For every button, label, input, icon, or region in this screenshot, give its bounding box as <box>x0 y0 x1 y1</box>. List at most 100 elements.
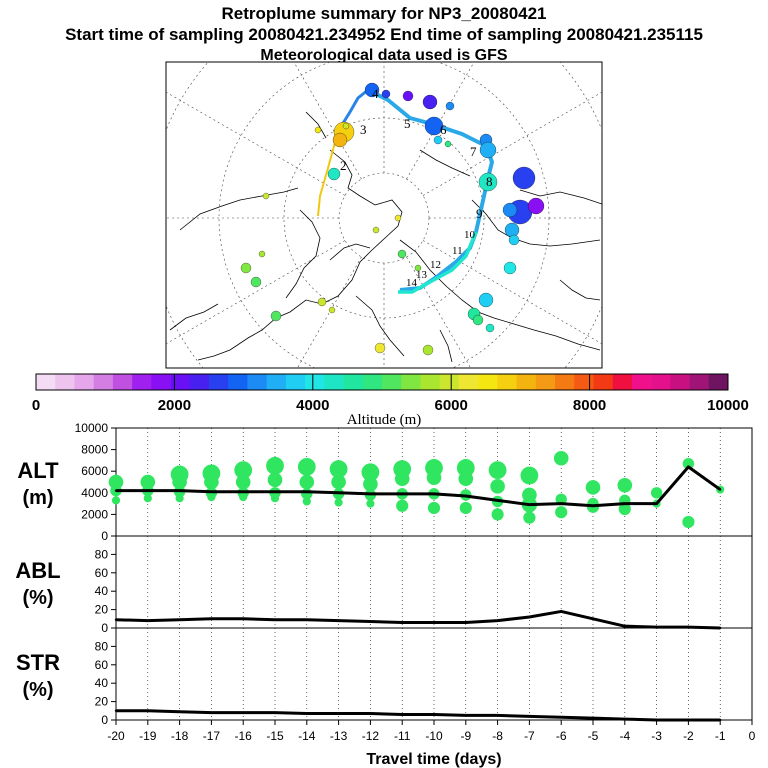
colorbar-swatch <box>228 374 248 390</box>
trajectory-label-10: 10 <box>464 229 476 241</box>
series-point-str <box>114 709 118 712</box>
plume-point <box>361 463 380 482</box>
xtick--15: -15 <box>266 729 284 743</box>
trajectory-label-7: 7 <box>470 144 477 159</box>
ytick-abl-20: 20 <box>95 603 109 617</box>
series-point-str <box>178 710 181 713</box>
ylabel-str: STR <box>16 650 60 675</box>
colorbar-swatch <box>689 374 710 390</box>
plume-point <box>458 471 474 487</box>
series-point-abl <box>432 621 436 624</box>
trajectory-label-4: 4 <box>372 86 379 101</box>
series-point-alt <box>623 502 626 505</box>
panel-alt: 10000 8000 6000 4000 2000 0 ALT (m) <box>17 421 753 543</box>
plume-point <box>329 460 348 478</box>
colorbar-swatch <box>478 374 498 390</box>
series-point-alt <box>496 499 499 502</box>
colorbar-tick-6000: 6000 <box>435 397 468 414</box>
plume-point <box>239 493 248 502</box>
time-series-panels: 1000080006000400020000ALT(m)806040200ABL… <box>15 421 755 768</box>
colorbar-swatch <box>343 374 364 390</box>
series-point-abl <box>560 610 563 613</box>
ytick-str-60: 60 <box>95 658 109 672</box>
ylabel-alt: ALT <box>17 458 59 483</box>
xtick--17: -17 <box>203 729 221 743</box>
colorbar-swatch <box>439 374 460 390</box>
series-point-abl <box>273 618 277 621</box>
series-point-abl <box>146 619 149 622</box>
plume-point <box>520 466 539 485</box>
xtick--8: -8 <box>492 729 503 743</box>
met-data-note: Meteorological data used is GFS <box>260 47 508 64</box>
plume-point <box>426 470 442 485</box>
xtick-0: 0 <box>749 729 756 743</box>
series-line-alt <box>116 465 722 508</box>
colorbar-swatch <box>574 374 594 390</box>
trajectory-label-2: 2 <box>340 158 347 173</box>
series-point-str <box>623 717 626 721</box>
xtick--7: -7 <box>524 729 535 743</box>
sampling-times: Start time of sampling 20080421.234952 E… <box>65 25 703 44</box>
ytick-alt-10000: 10000 <box>75 421 109 435</box>
plume-point <box>617 477 633 493</box>
xtick--16: -16 <box>235 729 253 743</box>
series-point-str <box>210 711 213 714</box>
xtick--9: -9 <box>460 729 471 743</box>
yunit-alt: (m) <box>22 487 53 509</box>
colorbar-tick-2000: 2000 <box>158 397 191 414</box>
xtick--11: -11 <box>394 729 411 743</box>
trajectory-label-5: 5 <box>404 116 411 131</box>
colorbar-swatch <box>209 374 229 390</box>
colorbar-swatch <box>382 374 402 390</box>
colorbar-swatch <box>497 374 517 390</box>
xtick--2: -2 <box>683 729 694 743</box>
yunit-str: (%) <box>22 679 53 701</box>
plume-point <box>172 474 187 490</box>
yunit-abl: (%) <box>22 587 53 609</box>
plume-point <box>207 493 216 502</box>
plume-point <box>682 457 695 470</box>
series-point-alt <box>114 489 118 492</box>
ytick-abl-60: 60 <box>95 566 109 580</box>
ylabel-abl: ABL <box>15 558 60 583</box>
trajectory-label-14: 14 <box>406 277 418 289</box>
xtick--1: -1 <box>715 729 726 743</box>
colorbar-swatch <box>535 374 556 390</box>
series-point-alt <box>464 494 467 498</box>
series-point-alt <box>210 490 213 493</box>
plume-point <box>111 496 121 505</box>
series-point-alt <box>242 490 245 493</box>
trajectory-label-9: 9 <box>476 206 483 221</box>
ytick-alt-0: 0 <box>101 529 108 543</box>
series-point-str <box>528 715 531 718</box>
plume-point <box>555 493 567 505</box>
plume-point <box>331 474 346 490</box>
series-point-abl <box>623 624 626 628</box>
plume-point <box>490 479 505 494</box>
series-point-abl <box>591 617 595 620</box>
colorbar-tick-0: 0 <box>32 397 40 414</box>
colorbar-swatch <box>93 374 114 390</box>
plume-point <box>267 472 283 488</box>
xtick--12: -12 <box>362 729 380 743</box>
colorbar-tick-4000: 4000 <box>296 397 329 414</box>
series-point-str <box>496 714 499 717</box>
series-point-alt <box>305 490 308 493</box>
series-point-alt <box>401 492 404 496</box>
altitude-colorbar <box>35 373 729 391</box>
plume-point <box>234 461 253 480</box>
plume-point <box>618 502 631 516</box>
colorbar-swatch <box>401 374 421 390</box>
trajectory-label-8: 8 <box>486 174 493 189</box>
colorbar-swatch <box>555 374 575 390</box>
series-point-str <box>560 716 563 719</box>
trajectory-label-12: 12 <box>430 259 441 271</box>
colorbar-ticks: 0 2000 4000 6000 8000 10000 <box>32 374 749 414</box>
series-line-str <box>116 709 721 722</box>
plume-point <box>175 494 184 503</box>
colorbar-swatch <box>170 374 191 390</box>
series-point-alt <box>273 490 277 493</box>
plume-point <box>270 494 280 503</box>
